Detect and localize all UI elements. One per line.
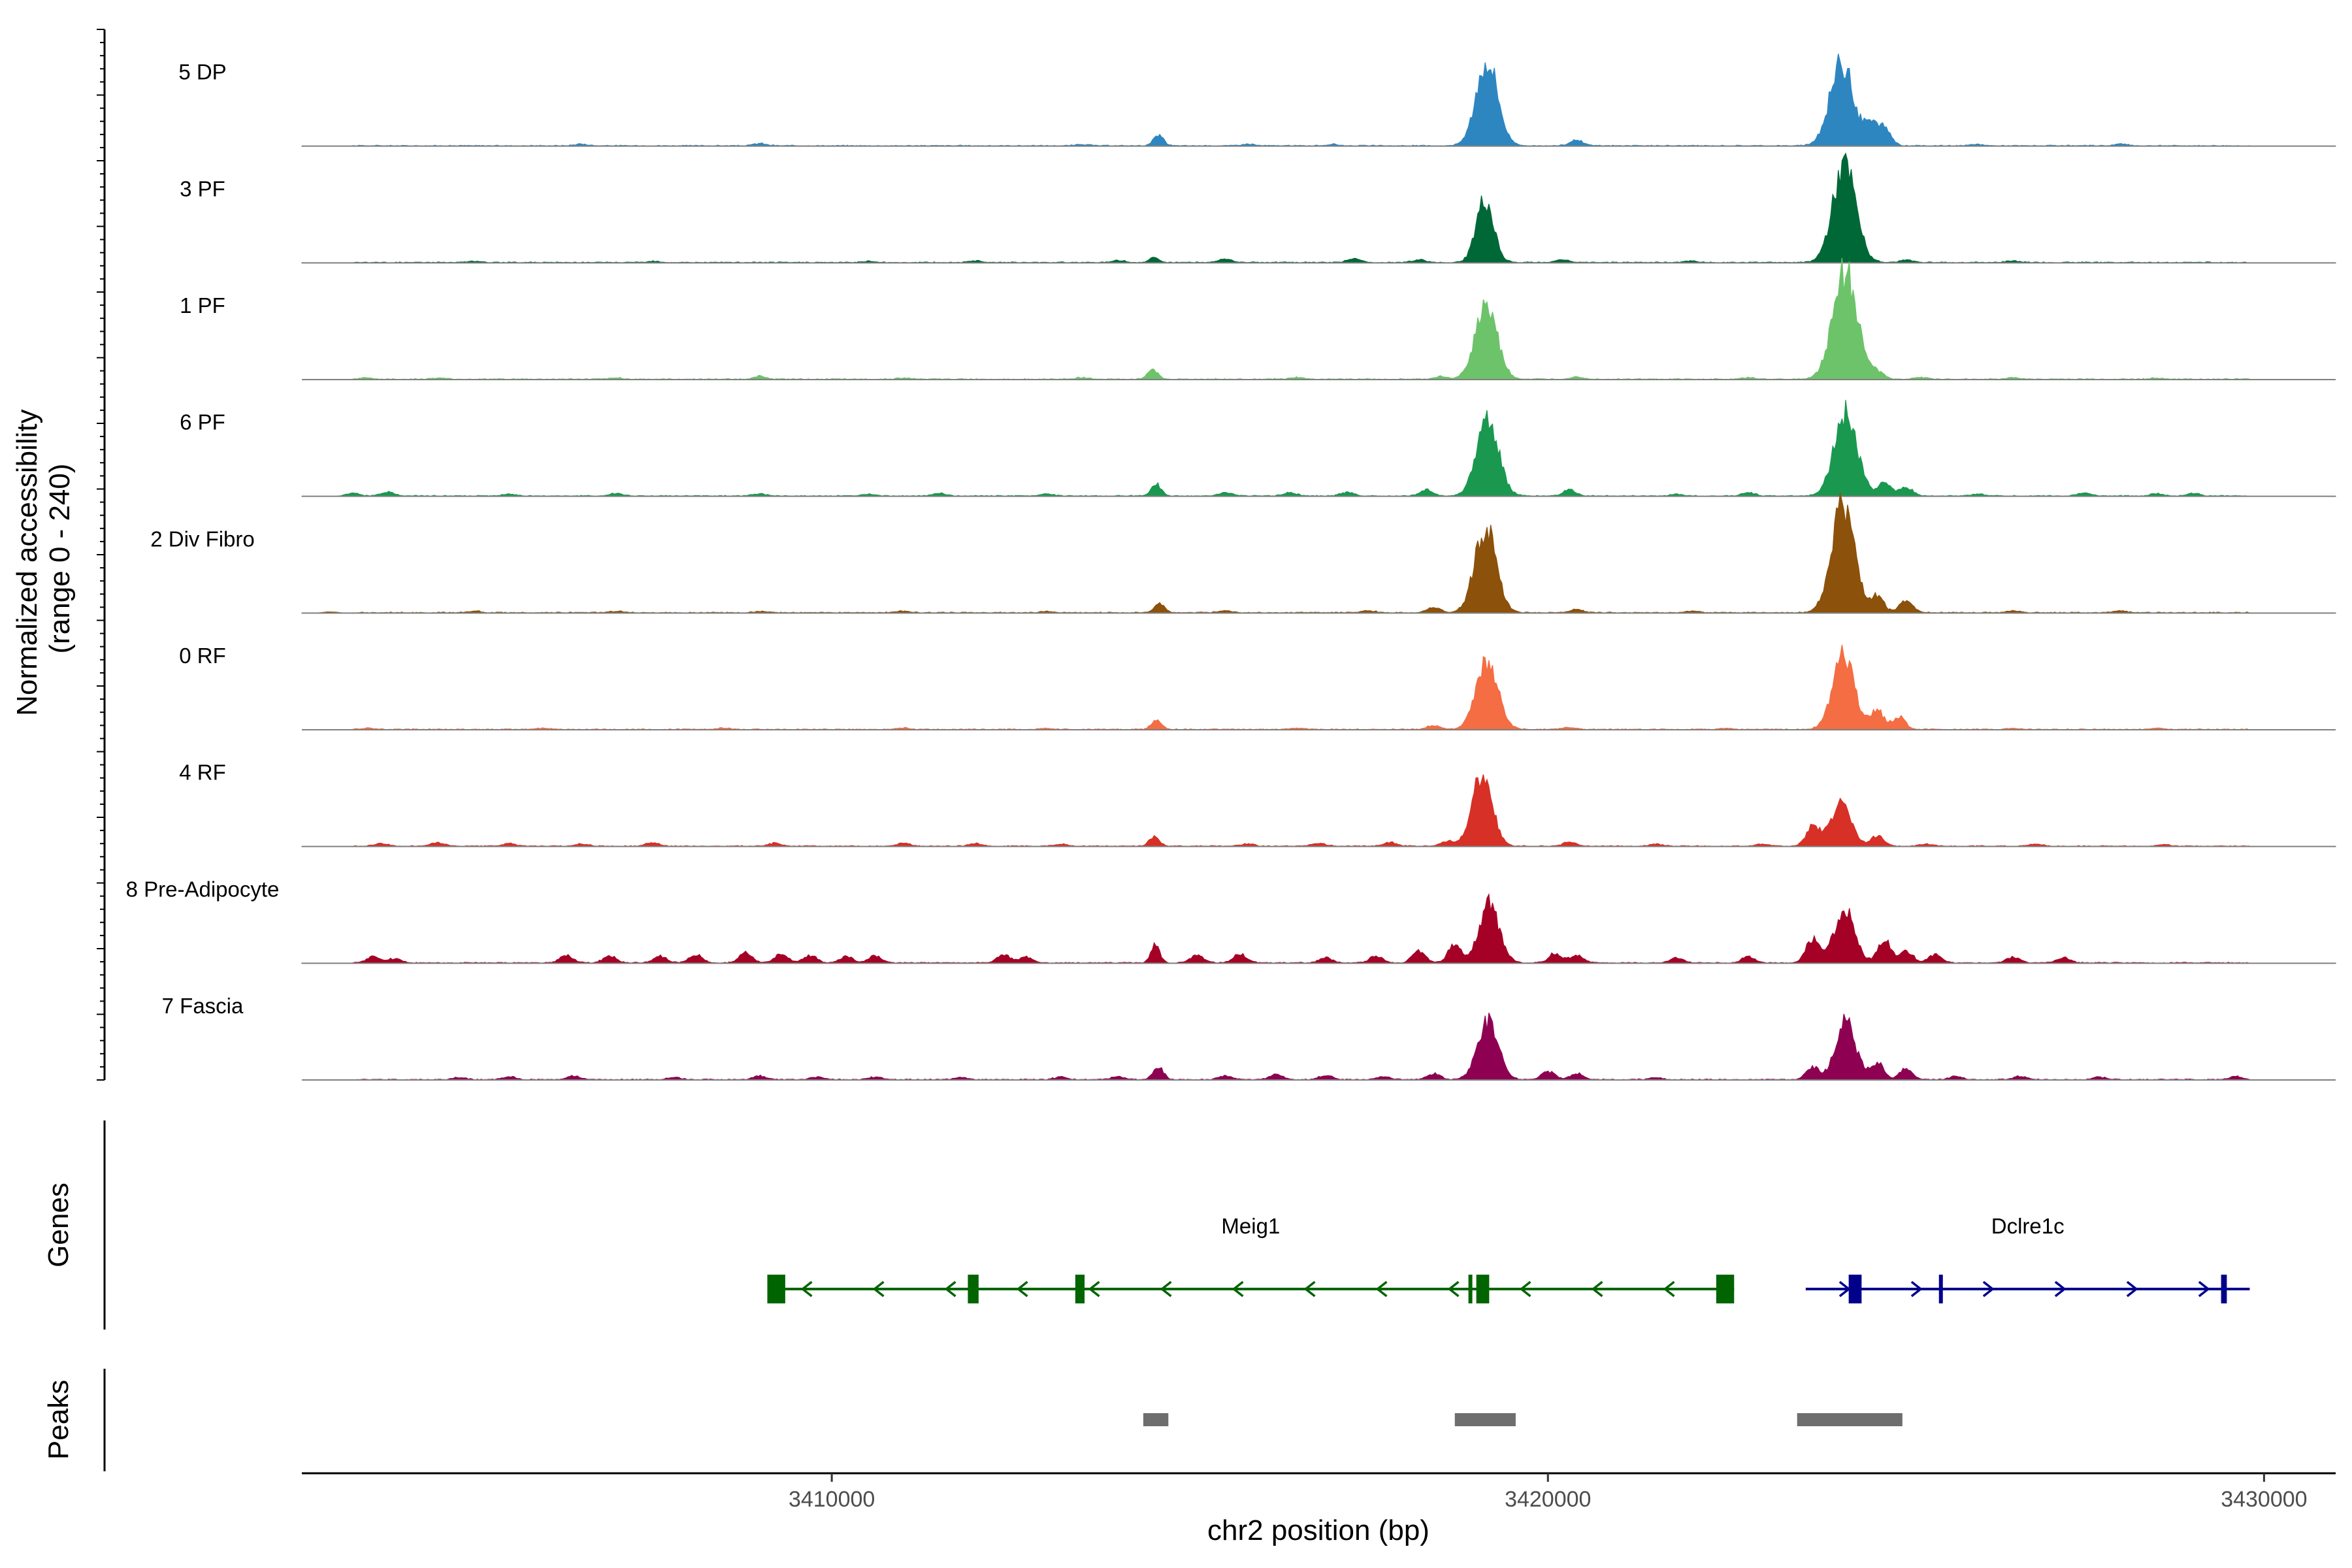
strand-arrow — [1088, 1281, 1100, 1298]
track-6-pf — [301, 400, 2336, 497]
y-axis-ticks — [97, 29, 105, 1081]
track-2-div-fibro — [301, 493, 2336, 614]
track-label: 8 Pre-Adipocyte — [126, 877, 280, 901]
coverage-area — [301, 400, 2336, 497]
exon — [1716, 1275, 1735, 1303]
gene-meig1: Meig1 — [767, 1214, 1735, 1303]
genes-panel-label: Genes — [42, 1183, 74, 1267]
peak-region — [1143, 1413, 1169, 1426]
exon — [1938, 1275, 1943, 1303]
track-8-pre-adipocyte — [301, 892, 2336, 964]
strand-arrow — [1160, 1281, 1172, 1298]
track-labels: 5 DP 3 PF 1 PF 6 PF 2 Div Fibro 0 RF 4 RF 8 Pre… — [126, 60, 280, 1018]
strand-arrow — [1447, 1281, 1460, 1298]
strand-arrow — [1519, 1281, 1531, 1298]
x-tick-label: 3430000 — [2221, 1487, 2307, 1512]
exon — [1848, 1275, 1862, 1303]
exon — [1075, 1275, 1085, 1303]
track-1-pf — [302, 257, 2336, 380]
peaks-track — [1143, 1413, 1903, 1426]
strand-arrow — [1663, 1281, 1675, 1298]
strand-arrow — [2126, 1281, 2138, 1298]
exon — [767, 1275, 785, 1303]
coverage-area — [302, 257, 2336, 380]
gene-name-label: Meig1 — [1221, 1214, 1280, 1238]
coverage-tracks — [301, 54, 2336, 1081]
track-0-rf — [302, 644, 2336, 730]
x-tick-label: 3410000 — [789, 1487, 875, 1512]
strand-arrow — [872, 1281, 885, 1298]
gene-name-label: Dclre1c — [1991, 1214, 2065, 1238]
exon — [1476, 1275, 1490, 1303]
x-axis-ticks: 3410000 3420000 3430000 — [789, 1473, 2308, 1512]
genes-track: Meig1 Dclre1c — [767, 1214, 2250, 1303]
track-label: 0 RF — [179, 644, 226, 668]
coverage-area — [301, 54, 2336, 147]
coverage-area — [301, 152, 2336, 263]
y-axis-title: Normalized accessibility (range 0 - 240) — [11, 401, 76, 716]
gene-dclre1c: Dclre1c — [1805, 1214, 2250, 1303]
y-axis-title-line-2: (range 0 - 240) — [44, 463, 76, 653]
exon — [968, 1275, 979, 1303]
strand-arrow — [1016, 1281, 1028, 1298]
track-5-dp — [301, 54, 2336, 147]
coverage-area — [302, 1013, 2336, 1081]
exon — [2221, 1275, 2227, 1303]
peak-region — [1454, 1413, 1516, 1426]
track-3-pf — [301, 152, 2336, 264]
track-label: 3 PF — [180, 176, 225, 201]
track-4-rf — [301, 774, 2336, 847]
track-label: 5 DP — [178, 60, 226, 84]
coverage-area — [302, 644, 2336, 730]
strand-arrow — [1375, 1281, 1388, 1298]
peaks-panel-label: Peaks — [42, 1380, 74, 1460]
track-label: 1 PF — [180, 293, 225, 318]
coverage-area — [301, 774, 2336, 847]
strand-arrow — [800, 1281, 813, 1298]
coverage-area — [301, 892, 2336, 964]
strand-arrow — [2054, 1281, 2066, 1298]
strand-arrow — [944, 1281, 956, 1298]
track-label: 7 Fascia — [162, 994, 244, 1018]
strand-arrow — [1232, 1281, 1244, 1298]
strand-arrow — [1591, 1281, 1603, 1298]
strand-arrow — [1982, 1281, 1995, 1298]
strand-arrow — [2198, 1281, 2210, 1298]
track-label: 6 PF — [180, 410, 225, 434]
x-axis-title: chr2 position (bp) — [1207, 1514, 1429, 1546]
y-axis-title-line-1: Normalized accessibility — [11, 409, 43, 715]
coverage-area — [301, 493, 2336, 613]
x-tick-label: 3420000 — [1505, 1487, 1591, 1512]
strand-arrow — [1910, 1281, 1923, 1298]
peak-region — [1797, 1413, 1903, 1426]
exon — [1468, 1275, 1473, 1303]
track-label: 4 RF — [179, 760, 226, 785]
track-label: 2 Div Fibro — [150, 527, 255, 551]
strand-arrow — [1303, 1281, 1316, 1298]
track-7-fascia — [302, 1013, 2336, 1081]
